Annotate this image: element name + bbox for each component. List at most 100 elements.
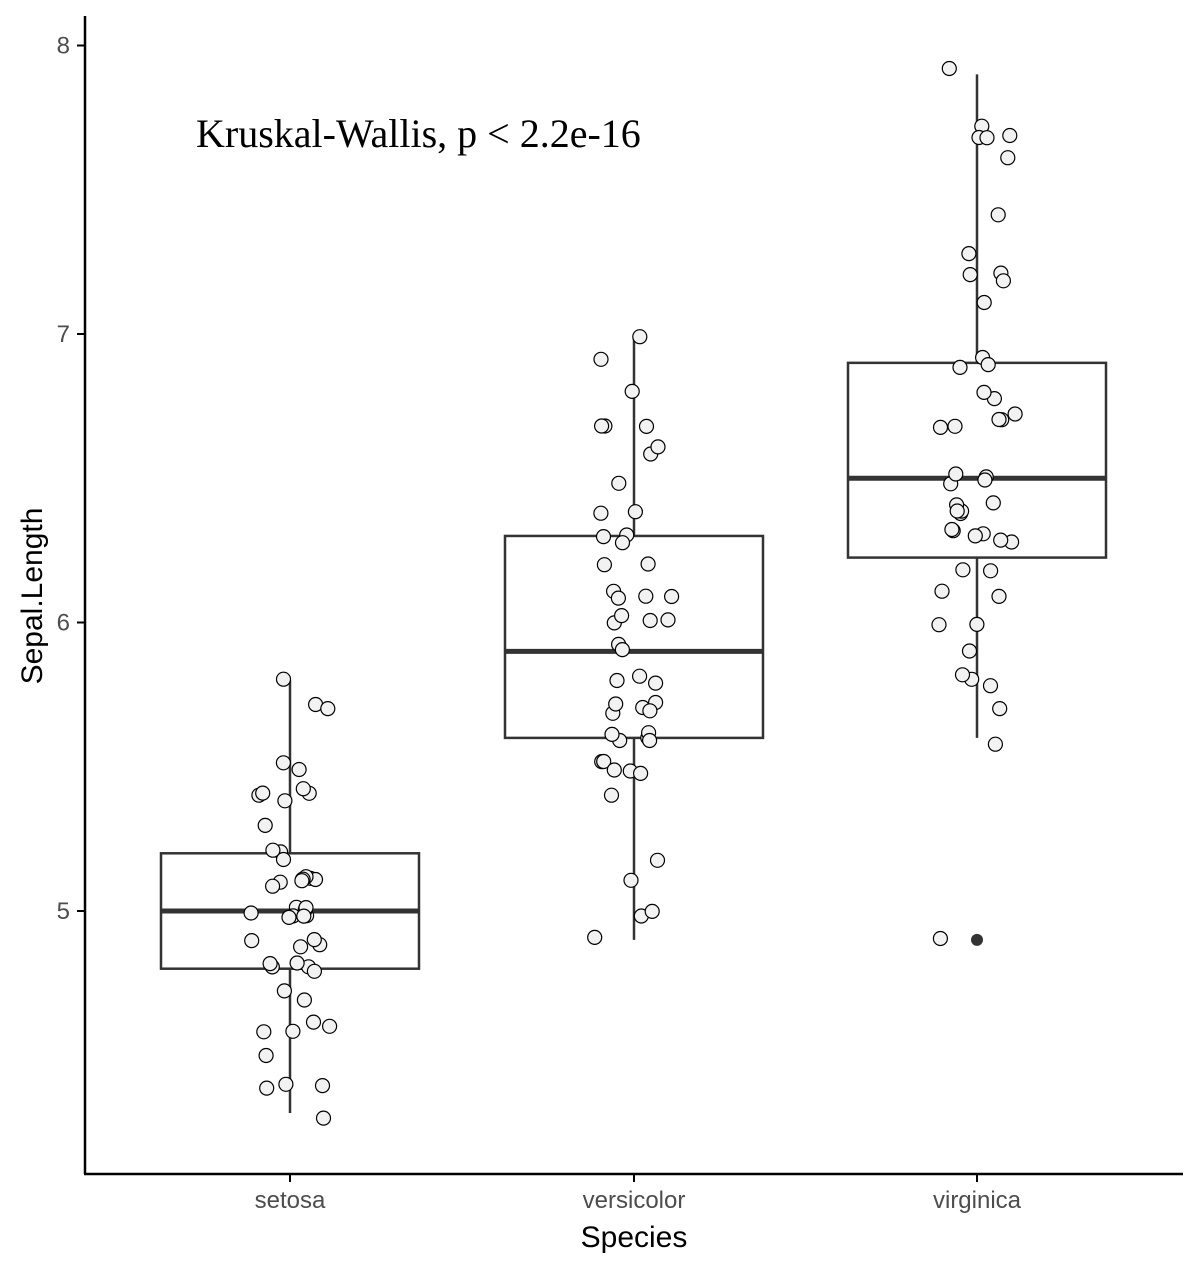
data-point xyxy=(596,557,613,573)
data-point xyxy=(932,419,949,435)
data-point xyxy=(641,732,658,749)
data-point xyxy=(632,329,648,345)
data-point xyxy=(1007,406,1023,422)
data-point xyxy=(990,207,1006,223)
data-point xyxy=(993,532,1009,548)
data-point xyxy=(610,590,627,606)
data-point xyxy=(257,817,273,834)
data-point xyxy=(611,475,627,491)
data-point xyxy=(305,1014,322,1030)
box-setosa xyxy=(159,680,421,1113)
data-point xyxy=(281,909,297,926)
data-point xyxy=(644,903,660,920)
data-point xyxy=(315,1110,332,1126)
data-point xyxy=(663,588,680,605)
data-point xyxy=(606,762,622,778)
box-virginica xyxy=(846,74,1108,946)
x-tick-label: versicolor xyxy=(583,1187,686,1214)
data-point xyxy=(638,588,654,604)
data-point xyxy=(1000,150,1016,166)
x-tick-label: virginica xyxy=(933,1187,1022,1214)
data-point xyxy=(952,359,968,375)
data-point xyxy=(977,472,993,488)
data-point xyxy=(244,932,260,949)
data-point xyxy=(275,755,291,771)
data-point xyxy=(962,267,978,283)
data-point xyxy=(275,671,292,687)
data-point xyxy=(306,931,322,948)
data-point xyxy=(265,842,281,858)
data-point xyxy=(995,273,1012,289)
data-point xyxy=(647,675,664,691)
y-tick-label: 5 xyxy=(57,898,70,925)
y-tick-label: 7 xyxy=(57,321,70,348)
data-point xyxy=(954,667,971,683)
data-point xyxy=(985,495,1001,511)
data-point xyxy=(243,905,259,921)
data-point xyxy=(638,418,655,434)
data-point xyxy=(320,700,336,717)
data-point xyxy=(259,1080,275,1096)
data-point xyxy=(593,418,610,434)
data-point xyxy=(934,583,950,599)
data-point xyxy=(632,765,649,782)
data-point xyxy=(258,1047,274,1064)
data-point xyxy=(982,563,999,579)
data-point xyxy=(277,793,293,809)
data-point xyxy=(955,562,971,578)
x-axis-title: Species xyxy=(581,1221,688,1254)
data-point xyxy=(949,503,965,519)
data-point xyxy=(255,785,271,801)
data-point xyxy=(947,418,963,434)
data-point xyxy=(608,696,624,712)
data-point xyxy=(642,612,658,629)
data-point xyxy=(614,641,631,658)
data-point xyxy=(979,130,995,146)
data-point xyxy=(613,607,630,624)
data-point xyxy=(987,736,1004,752)
data-point xyxy=(969,616,985,633)
data-point xyxy=(640,556,656,572)
data-point xyxy=(596,753,612,770)
data-point xyxy=(1002,127,1018,144)
data-point xyxy=(285,1023,301,1039)
data-point xyxy=(624,383,640,399)
data-point xyxy=(614,535,631,551)
data-point xyxy=(982,678,999,694)
kruskal-wallis-annotation: Kruskal-Wallis, p < 2.2e-16 xyxy=(196,111,641,156)
data-point xyxy=(595,528,612,545)
data-point xyxy=(593,351,609,367)
data-point xyxy=(980,357,996,373)
data-point xyxy=(650,439,666,455)
data-point xyxy=(262,955,278,972)
data-point xyxy=(991,411,1007,428)
data-point xyxy=(587,929,603,946)
data-point xyxy=(623,872,639,888)
data-point xyxy=(322,1018,338,1034)
data-point xyxy=(294,873,310,889)
x-tick-label: setosa xyxy=(255,1187,326,1214)
data-point xyxy=(991,588,1007,605)
data-point xyxy=(289,955,305,971)
data-point xyxy=(295,781,311,797)
y-axis-title: Sepal.Length xyxy=(16,508,49,685)
data-point xyxy=(948,466,964,482)
y-tick-label: 8 xyxy=(57,33,70,60)
data-point xyxy=(961,643,978,659)
data-point xyxy=(967,528,983,544)
data-point xyxy=(631,668,648,684)
data-point xyxy=(306,963,322,979)
data-point xyxy=(278,1076,294,1092)
data-point xyxy=(275,851,292,868)
data-point xyxy=(293,939,309,955)
box-versicolor xyxy=(503,334,765,940)
boxes-layer xyxy=(159,74,1108,1113)
data-point xyxy=(627,504,644,520)
data-point xyxy=(296,908,312,924)
data-point xyxy=(992,700,1008,717)
data-point xyxy=(604,726,620,743)
data-point xyxy=(976,384,992,400)
iqr-box xyxy=(503,534,765,740)
data-point xyxy=(976,294,992,311)
